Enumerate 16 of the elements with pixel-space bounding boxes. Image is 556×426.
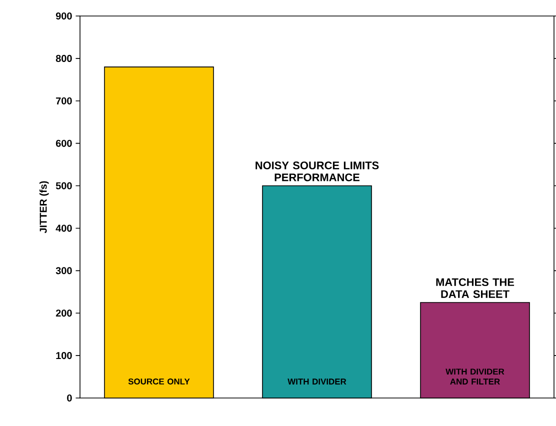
y-tick-label: 600 bbox=[56, 140, 72, 147]
y-tick-label: 100 bbox=[56, 352, 72, 360]
y-tick-label: 300 bbox=[56, 267, 72, 274]
y-tick-label: 200 bbox=[56, 310, 72, 317]
y-tick-label: 900 bbox=[56, 12, 72, 20]
annotation: NOISY SOURCE LIMITS PERFORMANCE bbox=[256, 162, 379, 182]
y-tick-label: 700 bbox=[56, 97, 72, 104]
y-tick-label: 400 bbox=[56, 224, 72, 232]
annotation: MATCHES THE DATA SHEET bbox=[436, 278, 514, 298]
x-tick-label: WITH DIVIDER AND FILTER bbox=[446, 368, 504, 384]
x-tick-label: SOURCE ONLY bbox=[128, 378, 190, 384]
y-tick-label: 800 bbox=[56, 54, 72, 62]
y-tick-label: 500 bbox=[56, 182, 72, 190]
x-tick-label: WITH DIVIDER bbox=[288, 378, 346, 384]
y-axis-title: JITTER (fs) bbox=[39, 181, 49, 234]
y-tick-label: 0 bbox=[67, 394, 72, 402]
